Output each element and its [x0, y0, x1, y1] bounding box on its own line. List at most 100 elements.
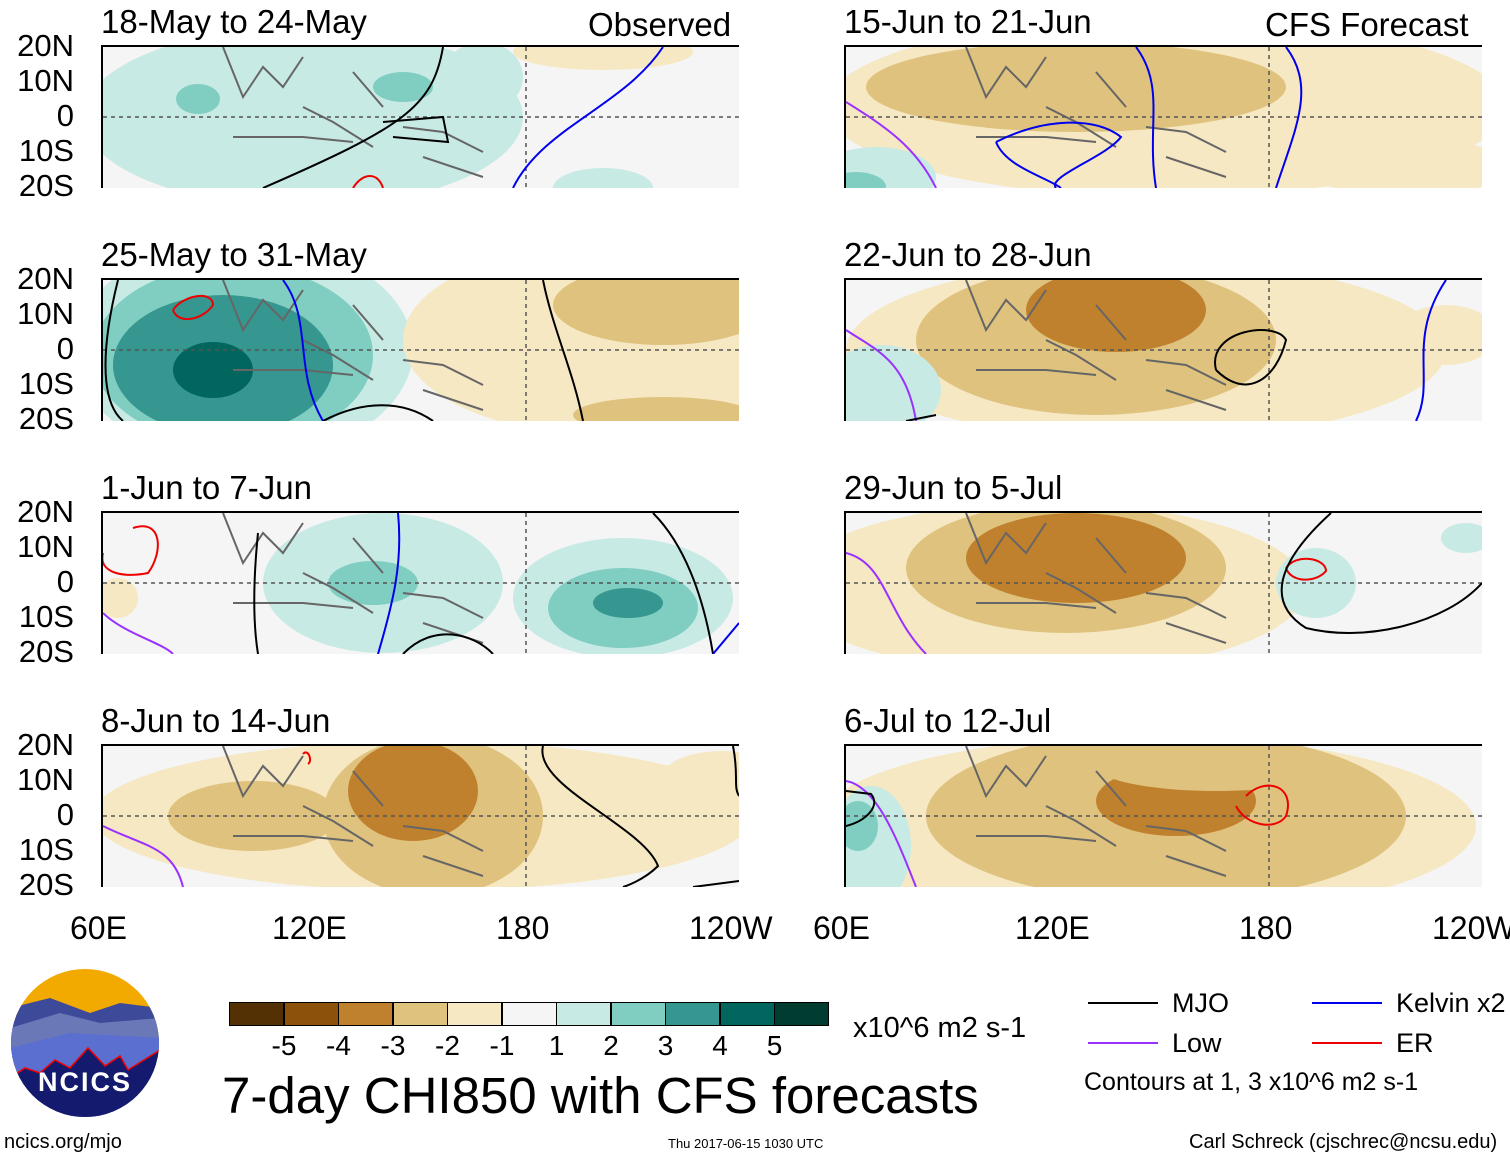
lat-tick: 0 [56, 564, 74, 599]
contour-line [103, 525, 159, 576]
lat-tick: 10S [18, 366, 74, 401]
colorbar-swatch [665, 1002, 720, 1026]
panel-title: 8-Jun to 14-Jun [101, 702, 331, 739]
panel-title: 25-May to 31-May [101, 236, 367, 273]
chi850-anomaly-region [573, 397, 739, 421]
contour-line [512, 47, 664, 188]
colorbar-swatch [610, 1002, 666, 1026]
contour-line [1285, 557, 1328, 581]
contour-line [402, 633, 494, 654]
contour-line [302, 751, 312, 765]
lat-tick: 0 [56, 98, 74, 133]
chi850-anomaly-region [553, 168, 653, 188]
lat-tick: 10N [17, 762, 74, 797]
colorbar-label: 4 [712, 1030, 728, 1061]
lat-tick: 10S [18, 599, 74, 634]
colorbar-swatch [283, 1002, 339, 1026]
colorbar-label: 3 [657, 1030, 674, 1061]
coastline [222, 513, 484, 644]
contour-line [712, 622, 739, 654]
panel-title: 22-Jun to 28-Jun [844, 236, 1092, 273]
map-panel [101, 278, 739, 421]
map-panel [844, 744, 1482, 887]
coastline [222, 47, 484, 178]
colorbar-swatch [719, 1002, 775, 1026]
chi850-anomaly-region [1306, 137, 1482, 188]
chi850-anomaly-region [846, 345, 941, 421]
map-panel [101, 45, 739, 188]
panel-title: 15-Jun to 21-Jun [844, 3, 1092, 40]
contour-note: Contours at 1, 3 x10^6 m2 s-1 [1084, 1068, 1419, 1096]
chi850-anomaly-region [513, 47, 693, 70]
lat-tick: 10N [17, 529, 74, 564]
contour-line [846, 780, 917, 887]
colorbar-swatch [338, 1002, 393, 1026]
coastline [965, 513, 1227, 644]
contour-line [846, 552, 927, 654]
colorbar-swatch [447, 1002, 502, 1026]
contour-line [846, 329, 917, 421]
legend-label: MJO [1172, 988, 1229, 1018]
contour-line [541, 746, 660, 887]
contour-line [995, 121, 1123, 188]
legend-line [1312, 1002, 1382, 1004]
contour-line [282, 280, 324, 421]
colorbar-label: 2 [603, 1030, 619, 1061]
chi850-anomaly-region [593, 588, 663, 618]
chi850-anomaly-region [1096, 746, 1336, 791]
lat-tick: 20S [18, 401, 74, 436]
lat-tick: 0 [56, 797, 74, 832]
map-panel [844, 278, 1482, 421]
chi850-anomaly-region [328, 561, 418, 605]
colorbar-label: -3 [380, 1030, 406, 1061]
panel-title: 18-May to 24-May [101, 3, 367, 40]
colorbar-label: 1 [548, 1030, 565, 1061]
lon-tick: 60E [70, 910, 127, 946]
contour-line [846, 790, 876, 827]
legend-line [1088, 1042, 1158, 1044]
legend-label: Low [1172, 1028, 1222, 1058]
lat-tick: 20N [17, 494, 74, 529]
lat-tick: 10S [18, 133, 74, 168]
contour-line [103, 612, 174, 654]
observed-label: Observed [588, 6, 732, 43]
site-url[interactable]: ncics.org/mjo [4, 1131, 122, 1153]
colorbar-label: -4 [326, 1030, 351, 1061]
lat-tick: 10N [17, 63, 74, 98]
lon-tick: 120E [272, 910, 347, 946]
contour-line [1235, 784, 1289, 826]
map-panel [101, 511, 739, 654]
colorbar-units: x10^6 m2 s-1 [853, 1012, 1027, 1044]
coastline [965, 746, 1227, 877]
lat-tick: 10S [18, 832, 74, 867]
panel-title: 6-Jul to 12-Jul [844, 702, 1052, 739]
ncics-logo: NCICS [10, 968, 160, 1118]
lon-tick: 180 [1239, 910, 1293, 946]
chi850-anomaly-region [103, 578, 138, 618]
contour-line [542, 280, 584, 421]
chi850-anomaly-region [173, 342, 253, 398]
coastline [222, 280, 484, 411]
contour-line [1415, 280, 1447, 421]
coastline [965, 280, 1227, 411]
colorbar-swatch [392, 1002, 448, 1026]
contour-line [172, 295, 215, 320]
chi850-anomaly-region [663, 751, 739, 801]
contour-line [1275, 47, 1303, 188]
contour-line [262, 47, 444, 188]
contour-line [652, 513, 714, 654]
map-panel [844, 511, 1482, 654]
chi850-anomaly-region [348, 746, 478, 841]
panel-title: 1-Jun to 7-Jun [101, 469, 312, 506]
figure-title: 7-day CHI850 with CFS forecasts [222, 1067, 979, 1124]
colorbar-label: -5 [271, 1030, 297, 1061]
lat-tick: 20N [17, 261, 74, 296]
colorbar-label: 5 [766, 1030, 783, 1061]
timestamp: Thu 2017-06-15 1030 UTC [668, 1136, 824, 1151]
contour-line [253, 532, 259, 654]
contour-line [1280, 513, 1482, 634]
contour-line [322, 404, 434, 421]
contour-line [692, 880, 739, 887]
lat-tick: 0 [56, 331, 74, 366]
